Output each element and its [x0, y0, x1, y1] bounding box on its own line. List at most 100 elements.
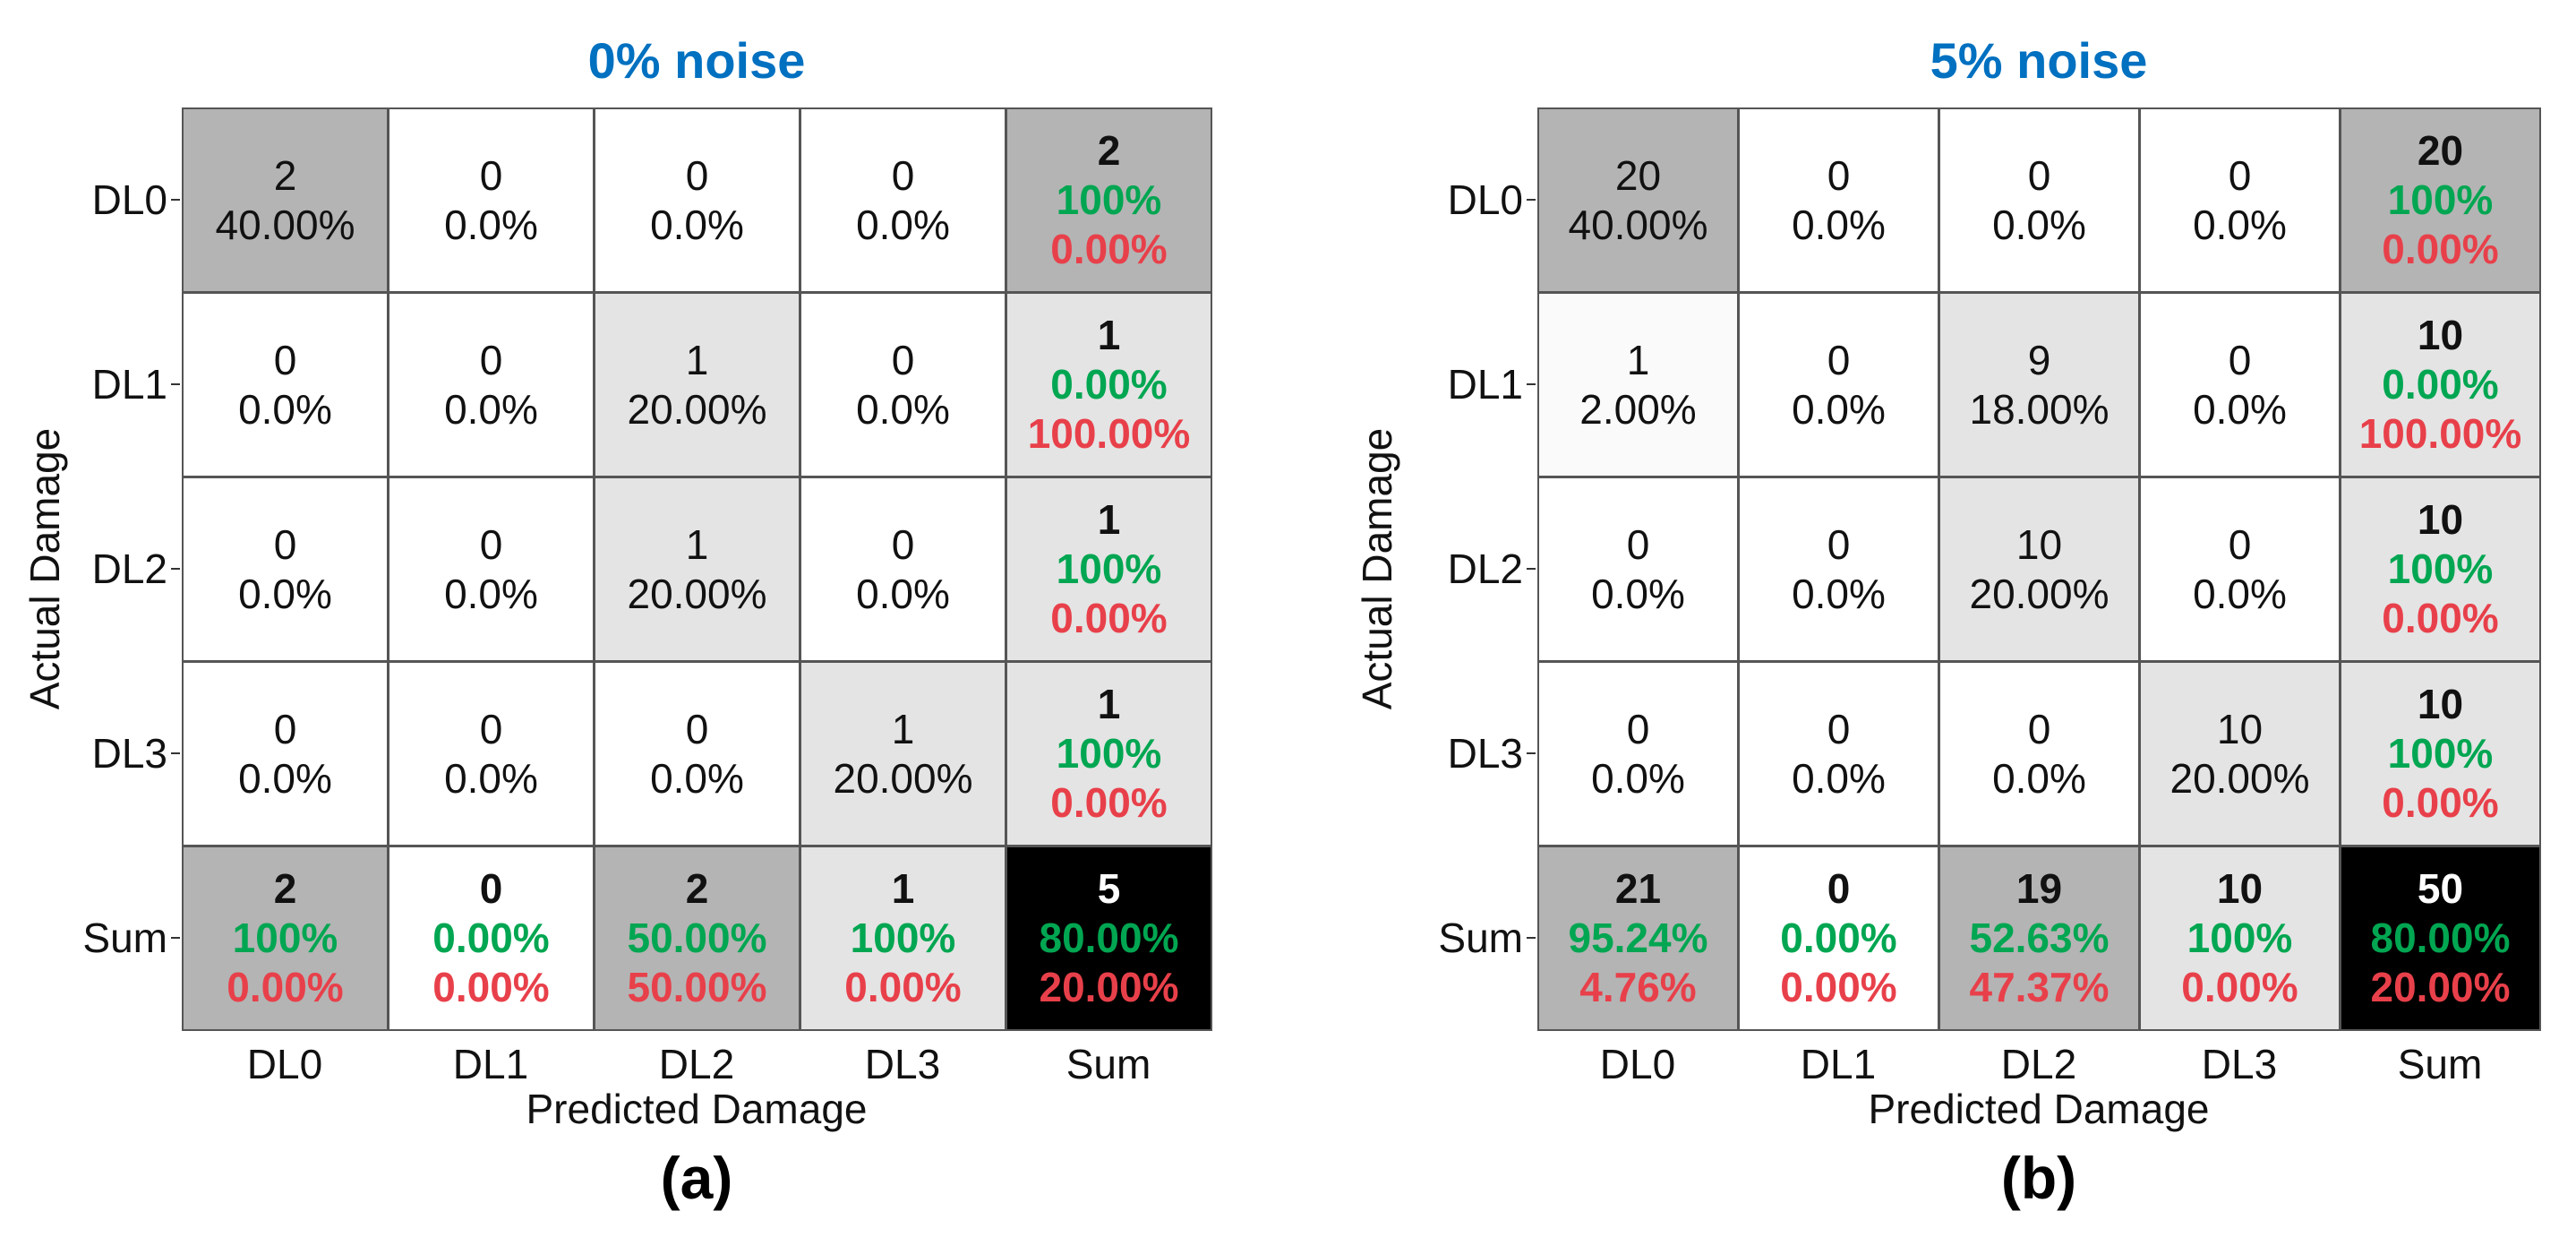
matrix-cell: 10 20.00% [1938, 477, 2140, 662]
row-sum-cell: 10 100% 0.00% [2340, 477, 2541, 662]
row-sum-cell: 1 100% 0.00% [1006, 477, 1212, 662]
cell-percentage: 0.0% [856, 385, 950, 433]
cell-percentage: 0.0% [1792, 201, 1886, 248]
matrix-cell: 0 0.0% [800, 292, 1006, 477]
col-tick-label: DL3 [2201, 1041, 2278, 1087]
cell-percentage: 0.0% [444, 201, 538, 248]
sum-count: 19 [2015, 865, 2063, 912]
cell-count: 0 [1827, 705, 1851, 752]
axis-tick [1527, 568, 1536, 570]
cell-percentage: 0.0% [1792, 754, 1886, 802]
row-tick-label: DL2 [51, 542, 180, 596]
sum-count: 2 [1097, 127, 1121, 174]
cell-count: 0 [1827, 151, 1851, 199]
matrix-cell: 0 0.0% [1537, 661, 1739, 846]
matrix-cell: 0 0.0% [182, 477, 389, 662]
cell-count: 0 [685, 705, 709, 752]
matrix-cell: 0 0.0% [2139, 107, 2341, 293]
axis-tick [171, 568, 180, 570]
row-label-text: DL1 [1447, 361, 1523, 408]
sum-correct-rate: 52.63% [1969, 915, 2110, 961]
row-tick-label: DL2 [1407, 542, 1536, 596]
row-sum-cell: 1 0.00% 100.00% [1006, 292, 1212, 477]
cell-percentage: 20.00% [1969, 570, 2110, 617]
matrix-cell: 0 0.0% [2139, 292, 2341, 477]
sum-correct-rate: 100% [2187, 915, 2293, 961]
cell-count: 1 [685, 520, 709, 568]
row-sum-cell: 10 100% 0.00% [2340, 661, 2541, 846]
cell-count: 0 [273, 336, 297, 383]
cell-percentage: 0.0% [444, 754, 538, 802]
sum-error-rate: 0.00% [227, 964, 344, 1010]
cell-count: 0 [2228, 520, 2252, 568]
col-tick-label: DL1 [1800, 1041, 1877, 1087]
col-tick-label: Sum [2397, 1041, 2483, 1087]
sum-error-rate: 0.00% [1780, 964, 1897, 1010]
row-label-text: DL2 [91, 545, 167, 592]
matrix-cell: 0 0.0% [1738, 292, 1939, 477]
axis-tick [171, 383, 180, 385]
sum-count: 1 [1097, 312, 1121, 358]
sum-correct-rate: 100% [1056, 730, 1162, 777]
col-sum-cell: 2 100% 0.00% [182, 846, 389, 1031]
cell-percentage: 0.0% [1591, 754, 1685, 802]
row-label-text: DL0 [91, 176, 167, 223]
row-tick-label: Sum [1407, 911, 1536, 965]
sum-count: 0 [479, 865, 503, 912]
total-count: 50 [2417, 865, 2464, 912]
cell-percentage: 0.0% [238, 570, 332, 617]
matrix-grid: 2 40.00% 0 0.0% 0 0.0% 0 0.0% 0 0.0% 0 0.0% 1 20.00% 0… [182, 107, 1212, 1031]
row-label-text: DL3 [91, 730, 167, 777]
sum-error-rate: 0.00% [2382, 226, 2499, 272]
panel-label: (a) [660, 1145, 733, 1211]
matrix-cell: 0 0.0% [800, 107, 1006, 293]
total-cell: 5 80.00% 20.00% [1006, 846, 1212, 1031]
y-axis-title: Actual Damage [1354, 427, 1400, 710]
cell-percentage: 0.0% [650, 201, 744, 248]
matrix-cell: 0 0.0% [388, 107, 595, 293]
chart-title: 5% noise [1930, 32, 2148, 89]
col-tick-label: DL2 [2000, 1041, 2077, 1087]
confusion-matrix-panel-a: 0% noise 2 40.00% 0 0.0% 0 0.0% 0 0.0% 0 0.0% 0 0.0… [21, 32, 1212, 1211]
cell-count: 0 [1626, 705, 1650, 752]
sum-error-rate: 50.00% [627, 964, 767, 1010]
cell-count: 0 [2228, 151, 2252, 199]
col-sum-cell: 2 50.00% 50.00% [594, 846, 800, 1031]
sum-correct-rate: 100% [2387, 176, 2494, 223]
cell-percentage: 0.0% [1992, 201, 2086, 248]
matrix-cell: 9 18.00% [1938, 292, 2140, 477]
sum-error-rate: 0.00% [1050, 595, 1168, 641]
row-label-text: Sum [82, 915, 167, 961]
matrix-cell: 0 0.0% [388, 477, 595, 662]
cell-percentage: 0.0% [1591, 570, 1685, 617]
cell-percentage: 20.00% [627, 570, 767, 617]
sum-error-rate: 4.76% [1579, 964, 1697, 1010]
col-sum-cell: 19 52.63% 47.37% [1938, 846, 2140, 1031]
axis-tick [171, 199, 180, 201]
axis-tick [171, 937, 180, 939]
sum-correct-rate: 100% [2387, 545, 2494, 592]
row-sum-cell: 1 100% 0.00% [1006, 661, 1212, 846]
matrix-cell: 1 20.00% [800, 661, 1006, 846]
cell-percentage: 0.0% [856, 201, 950, 248]
total-accuracy: 80.00% [2370, 915, 2511, 961]
sum-correct-rate: 100% [1056, 545, 1162, 592]
col-sum-cell: 0 0.00% 0.00% [1738, 846, 1939, 1031]
row-tick-label: DL0 [51, 173, 180, 227]
total-error-rate: 20.00% [1039, 964, 1179, 1010]
cell-percentage: 18.00% [1969, 385, 2110, 433]
sum-correct-rate: 100% [1056, 176, 1162, 223]
sum-correct-rate: 50.00% [627, 915, 767, 961]
col-tick-label: DL1 [452, 1041, 529, 1087]
sum-count: 10 [2417, 312, 2464, 358]
cell-count: 0 [479, 336, 503, 383]
matrix-cell: 0 0.0% [388, 661, 595, 846]
sum-correct-rate: 0.00% [2382, 361, 2499, 408]
cell-percentage: 0.0% [2193, 570, 2287, 617]
cell-count: 10 [2015, 520, 2063, 568]
matrix-cell: 0 0.0% [182, 661, 389, 846]
matrix-cell: 1 20.00% [594, 292, 800, 477]
sum-error-rate: 47.37% [1969, 964, 2110, 1010]
col-tick-label: DL3 [864, 1041, 941, 1087]
sum-count: 2 [685, 865, 709, 912]
